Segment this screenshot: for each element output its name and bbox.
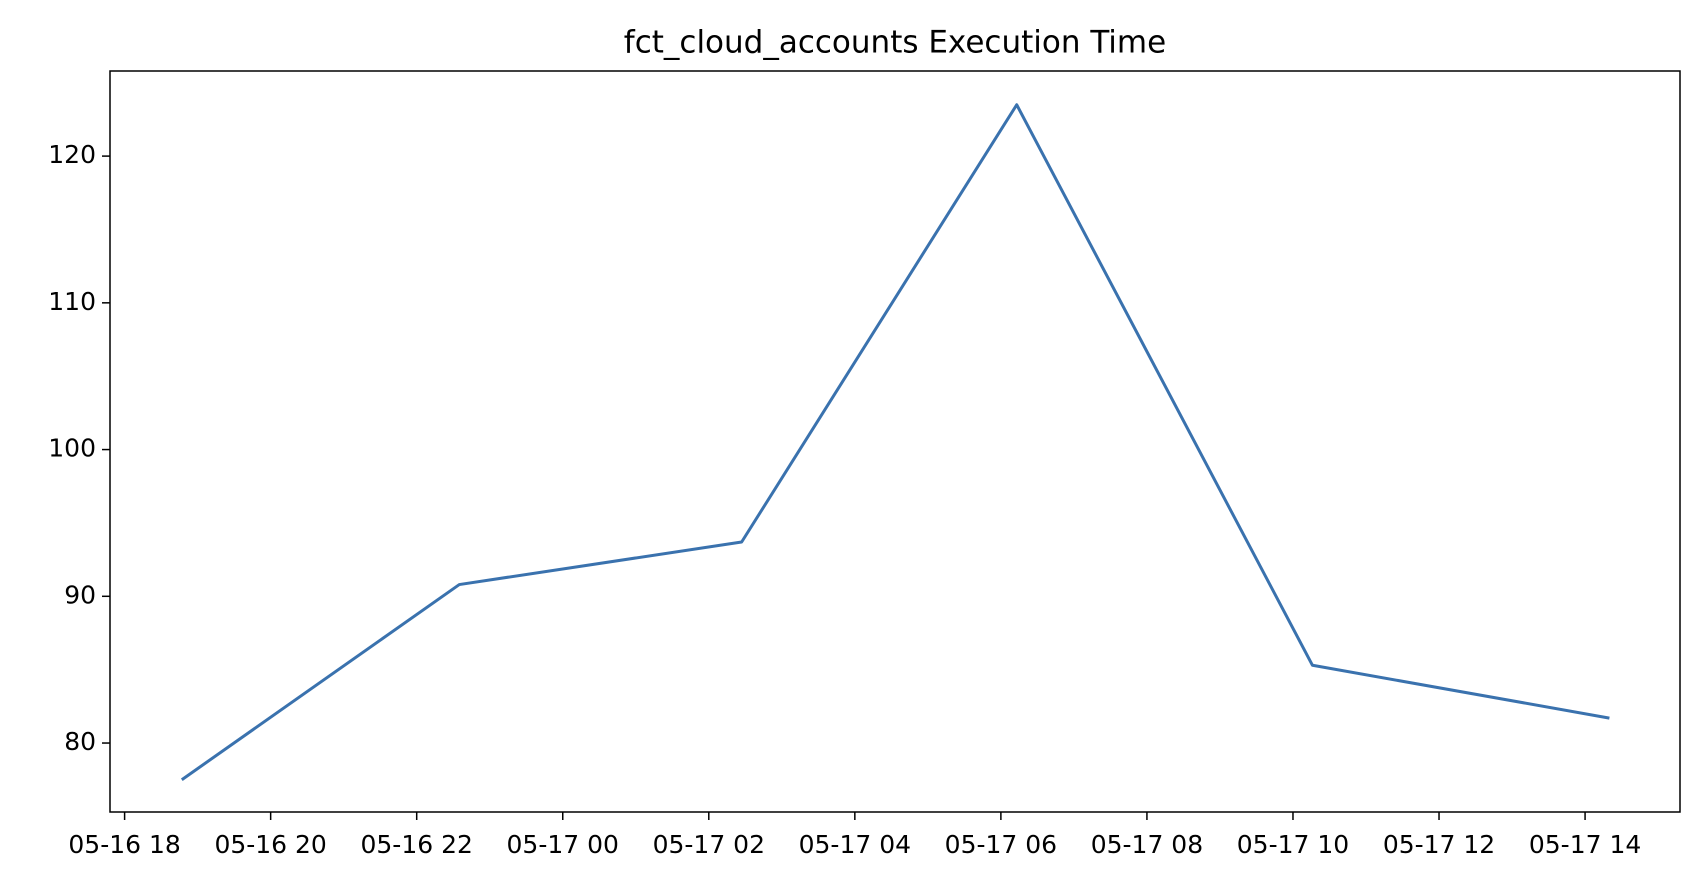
x-tick-label: 05-17 08: [1091, 830, 1203, 859]
x-tick-label: 05-17 10: [1237, 830, 1349, 859]
y-tick-label: 120: [48, 140, 96, 169]
x-tick-label: 05-17 14: [1529, 830, 1641, 859]
y-tick-label: 90: [64, 580, 96, 609]
x-tick-label: 05-16 22: [360, 830, 472, 859]
y-tick-label: 100: [48, 434, 96, 463]
line-series: [180, 103, 1610, 781]
x-tick-label: 05-17 00: [507, 830, 619, 859]
chart-title: fct_cloud_accounts Execution Time: [624, 25, 1166, 61]
x-tick-label: 05-16 18: [68, 830, 180, 859]
x-tick-label: 05-17 12: [1383, 830, 1495, 859]
x-tick-label: 05-17 06: [945, 830, 1057, 859]
y-tick-label: 80: [64, 727, 96, 756]
x-tick-label: 05-16 20: [214, 830, 326, 859]
y-tick-label: 110: [48, 287, 96, 316]
plot-frame: [109, 70, 1681, 813]
x-tick-label: 05-17 04: [799, 830, 911, 859]
x-tick-label: 05-17 02: [653, 830, 765, 859]
